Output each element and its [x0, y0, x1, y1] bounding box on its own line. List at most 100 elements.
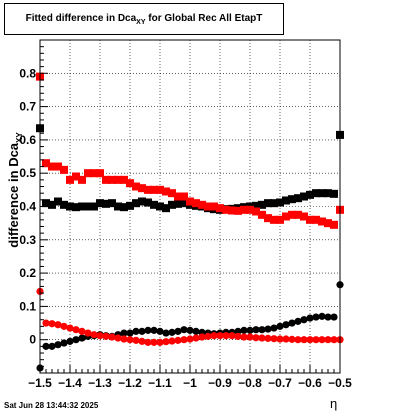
data-point-square: [132, 182, 140, 191]
data-point-circle: [114, 334, 122, 342]
data-point-square: [306, 190, 314, 199]
data-point-square: [90, 169, 98, 178]
data-point-square: [276, 198, 284, 207]
data-point-circle: [306, 314, 314, 322]
data-point-circle: [324, 336, 332, 344]
x-tick-label: −0.9: [208, 376, 232, 390]
x-tick-label: −0.5: [328, 376, 352, 390]
data-point-circle: [204, 332, 212, 340]
x-tick-label: −0.6: [298, 376, 322, 390]
data-point-square: [132, 199, 140, 208]
data-point-square: [66, 202, 74, 211]
data-point-circle: [174, 327, 182, 335]
data-point-square: [48, 162, 56, 171]
y-axis-title-sub: XY: [15, 132, 24, 143]
plot-frame: [39, 39, 341, 374]
data-point-square: [264, 199, 272, 208]
data-point-square: [108, 199, 116, 208]
data-point-circle: [84, 329, 92, 337]
data-point-square: [78, 175, 86, 184]
data-point-circle: [78, 327, 86, 335]
data-point-circle: [144, 326, 152, 334]
data-point-circle: [234, 332, 242, 340]
data-point-square: [90, 202, 98, 211]
data-point-circle: [270, 335, 278, 343]
data-point-square: [294, 210, 302, 219]
data-point-circle: [282, 335, 290, 343]
data-point-circle: [306, 336, 314, 344]
data-point-square: [306, 215, 314, 224]
data-point-circle: [54, 321, 62, 329]
x-tick-label: −1.5: [28, 376, 52, 390]
data-markers: [36, 72, 344, 372]
x-tick-label: −1.4: [58, 376, 82, 390]
data-point-square: [270, 199, 278, 208]
data-point-square: [186, 197, 194, 206]
y-tick-label: 0: [29, 333, 36, 347]
data-point-square: [234, 206, 242, 215]
data-point-square: [222, 205, 230, 214]
data-point-square: [60, 200, 68, 209]
data-point-circle: [72, 336, 80, 344]
data-point-circle: [150, 338, 158, 346]
data-point-circle: [312, 336, 320, 344]
data-point-circle: [210, 332, 218, 340]
data-point-circle: [150, 326, 158, 334]
data-point-circle: [132, 327, 140, 335]
y-tick-label: 0.2: [19, 266, 36, 280]
y-axis-title: difference in DcaXY: [6, 132, 24, 248]
timestamp-footer: Sat Jun 28 13:44:32 2025: [4, 401, 99, 410]
data-point-circle: [96, 332, 104, 340]
data-point-circle: [168, 328, 176, 336]
data-point-square: [96, 199, 104, 208]
data-point-square: [210, 202, 218, 211]
y-tick-label: 0.3: [19, 233, 36, 247]
x-tick-label: −1.1: [148, 376, 172, 390]
data-point-circle: [162, 329, 170, 337]
data-point-square: [126, 179, 134, 188]
data-point-circle: [120, 329, 128, 337]
data-point-circle: [90, 331, 98, 339]
data-point-square: [60, 165, 68, 174]
data-point-circle: [330, 313, 338, 321]
chart-title-subscript: XY: [136, 19, 146, 26]
data-point-square: [276, 215, 284, 224]
y-tick-label: 0.1: [19, 299, 36, 313]
data-point-circle: [276, 322, 284, 330]
data-point-square: [294, 194, 302, 203]
data-point-circle: [126, 329, 134, 337]
data-point-circle: [252, 334, 260, 342]
data-point-square: [138, 184, 146, 193]
data-point-circle: [300, 336, 308, 344]
data-point-circle: [300, 316, 308, 324]
x-tick-label: −0.8: [238, 376, 262, 390]
data-point-square: [324, 189, 332, 198]
data-point-square: [204, 202, 212, 211]
data-point-square: [312, 189, 320, 198]
data-point-square: [162, 187, 170, 196]
data-point-circle: [294, 317, 302, 325]
y-tick-label: 0.4: [19, 200, 36, 214]
data-point-circle: [258, 334, 266, 342]
data-point-circle: [252, 326, 260, 334]
data-point-square: [162, 204, 170, 213]
data-point-square: [228, 206, 236, 215]
data-point-square: [72, 172, 80, 181]
data-point-square: [324, 219, 332, 228]
data-point-circle: [240, 333, 248, 341]
data-point-circle: [192, 334, 200, 342]
data-point-circle: [324, 313, 332, 321]
data-point-square: [282, 196, 290, 205]
chart-title: Fitted difference in DcaXY for Global Re…: [5, 4, 283, 34]
data-point-square: [270, 215, 278, 224]
data-point-circle: [66, 337, 74, 345]
data-point-square: [84, 202, 92, 211]
data-point-square: [96, 169, 104, 178]
data-point-square: [126, 201, 134, 210]
data-point-square: [168, 189, 176, 198]
title-box: Fitted difference in DcaXY for Global Re…: [4, 3, 284, 35]
data-point-circle: [318, 312, 326, 320]
data-point-circle: [276, 335, 284, 343]
data-point-circle: [54, 341, 62, 349]
data-point-circle: [48, 342, 56, 350]
